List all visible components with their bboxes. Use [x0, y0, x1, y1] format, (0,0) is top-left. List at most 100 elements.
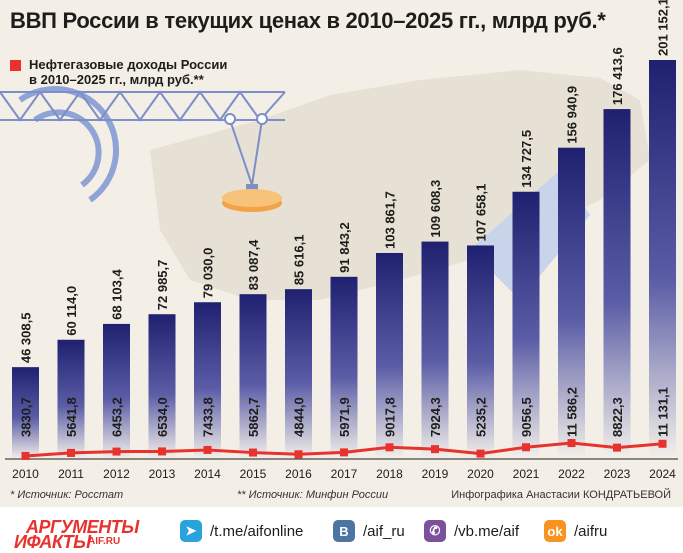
- oil-value-label: 7433,8: [201, 397, 216, 437]
- footer: АРГУМЕНТЫ ИФАКТЫ AIF.RU ➤ /t.me/aifonlin…: [0, 507, 683, 553]
- telegram-text: /t.me/aifonline: [210, 522, 304, 540]
- gdp-value-label: 72 985,7: [155, 260, 170, 311]
- year-tick-label: 2012: [103, 467, 130, 481]
- legend: Нефтегазовые доходы России в 2010–2025 г…: [10, 57, 227, 87]
- gdp-bar: [376, 252, 403, 459]
- telegram-link[interactable]: ➤ /t.me/aifonline: [180, 520, 303, 542]
- oil-value-label: 4844,0: [292, 397, 307, 437]
- gdp-bar: [330, 276, 358, 459]
- gdp-bar: [285, 289, 312, 459]
- oil-value-label: 5641,8: [64, 397, 79, 437]
- gdp-bar: [467, 245, 494, 459]
- oil-revenue-point: [431, 445, 439, 454]
- oil-revenue-point: [294, 450, 303, 459]
- year-tick-label: 2016: [285, 467, 312, 481]
- telegram-icon: ➤: [180, 520, 202, 542]
- oil-value-label: 11 131,1: [656, 387, 671, 437]
- oil-value-label: 6453,2: [110, 397, 125, 437]
- gdp-bar: [103, 323, 130, 459]
- gdp-value-label: 79 030,0: [201, 248, 216, 299]
- year-tick-label: 2023: [604, 467, 631, 481]
- oil-revenue-point: [522, 443, 530, 452]
- year-tick-label: 2020: [467, 467, 494, 481]
- gdp-value-label: 85 616,1: [292, 235, 307, 286]
- ok-icon: ok: [544, 520, 566, 542]
- year-tick-label: 2024: [649, 467, 676, 481]
- ok-text: /aifru: [574, 522, 608, 540]
- oil-value-label: 9056,5: [519, 397, 534, 437]
- source-oil: ** Источник: Минфин России: [237, 489, 389, 501]
- gdp-bar: [512, 191, 540, 459]
- year-tick-label: 2014: [194, 467, 221, 481]
- gdp-value-label: 156 940,9: [565, 86, 580, 144]
- gdp-bar: [194, 302, 221, 459]
- year-tick-label: 2010: [12, 467, 39, 481]
- vk-icon: B: [333, 520, 355, 542]
- gdp-value-label: 46 308,5: [19, 313, 34, 364]
- gdp-bar: [148, 314, 176, 459]
- gdp-value-label: 60 114,0: [64, 286, 79, 336]
- year-tick-label: 2011: [58, 467, 84, 481]
- oil-value-label: 5862,7: [246, 397, 261, 437]
- gdp-value-label: 83 087,4: [246, 239, 261, 290]
- gdp-value-label: 201 152,1: [656, 0, 671, 56]
- oil-revenue-point: [613, 443, 621, 452]
- oil-revenue-point: [203, 445, 212, 454]
- oil-revenue-point: [567, 439, 576, 448]
- gdp-bar: [649, 60, 676, 459]
- background-decoration: [0, 70, 650, 300]
- logo-bottom: ИФАКТЫ: [14, 532, 91, 552]
- year-tick-label: 2015: [240, 467, 267, 481]
- source-gdp: * Источник: Росстат: [10, 489, 124, 501]
- credit: Инфографика Анастасии КОНДРАТЬЕВОЙ: [451, 489, 671, 501]
- oil-value-label: 3830,7: [19, 397, 34, 437]
- gdp-value-label: 103 861,7: [383, 191, 398, 249]
- viber-text: /vb.me/aif: [454, 522, 520, 540]
- oil-revenue-point: [158, 447, 166, 456]
- oil-revenue-point: [385, 443, 394, 452]
- gdp-bar: [421, 241, 449, 459]
- year-tick-label: 2021: [513, 467, 540, 481]
- gdp-bar: [558, 147, 585, 459]
- oil-revenue-point: [658, 439, 667, 448]
- oil-value-label: 6534,0: [155, 397, 170, 437]
- gdp-bar: [603, 109, 631, 460]
- vk-text: /aif_ru: [363, 522, 405, 540]
- ok-link[interactable]: ok /aifru: [544, 520, 607, 542]
- oil-revenue-point: [67, 448, 75, 457]
- oil-revenue-point: [249, 448, 257, 457]
- gdp-bar: [12, 367, 39, 459]
- gdp-value-label: 107 658,1: [474, 184, 489, 242]
- gdp-value-label: 176 413,6: [610, 47, 625, 105]
- year-tick-label: 2022: [558, 467, 585, 481]
- year-tick-label: 2017: [331, 467, 358, 481]
- gdp-value-label: 109 608,3: [428, 180, 443, 238]
- logo-top: АРГУМЕНТЫ: [26, 517, 139, 537]
- aif-logo[interactable]: АРГУМЕНТЫ ИФАКТЫ AIF.RU: [14, 515, 164, 552]
- year-tick-label: 2018: [376, 467, 403, 481]
- oil-value-label: 5235,2: [474, 397, 489, 437]
- logo-site: AIF.RU: [88, 536, 121, 547]
- gdp-bar: [57, 339, 85, 459]
- gdp-value-label: 91 843,2: [337, 222, 352, 273]
- oil-revenue-point: [112, 447, 121, 456]
- oil-value-label: 8822,3: [610, 397, 625, 437]
- gdp-value-label: 68 103,4: [110, 269, 125, 320]
- year-tick-label: 2013: [149, 467, 176, 481]
- vk-link[interactable]: B /aif_ru: [333, 520, 405, 542]
- gdp-bar: [239, 294, 267, 459]
- oil-revenue-point: [476, 449, 485, 458]
- legend-label: Нефтегазовые доходы России в 2010–2025 г…: [29, 57, 228, 87]
- year-tick-label: 2019: [422, 467, 449, 481]
- oil-value-label: 9017,8: [383, 397, 398, 437]
- viber-link[interactable]: ✆ /vb.me/aif: [424, 520, 519, 542]
- viber-icon: ✆: [424, 520, 446, 542]
- oil-value-label: 7924,3: [428, 397, 443, 437]
- oil-revenue-point: [340, 448, 348, 457]
- legend-swatch: [10, 60, 21, 71]
- oil-value-label: 5971,9: [337, 397, 352, 437]
- oil-value-label: 11 586,2: [565, 387, 580, 437]
- gdp-value-label: 134 727,5: [519, 130, 534, 188]
- oil-revenue-point: [21, 451, 30, 460]
